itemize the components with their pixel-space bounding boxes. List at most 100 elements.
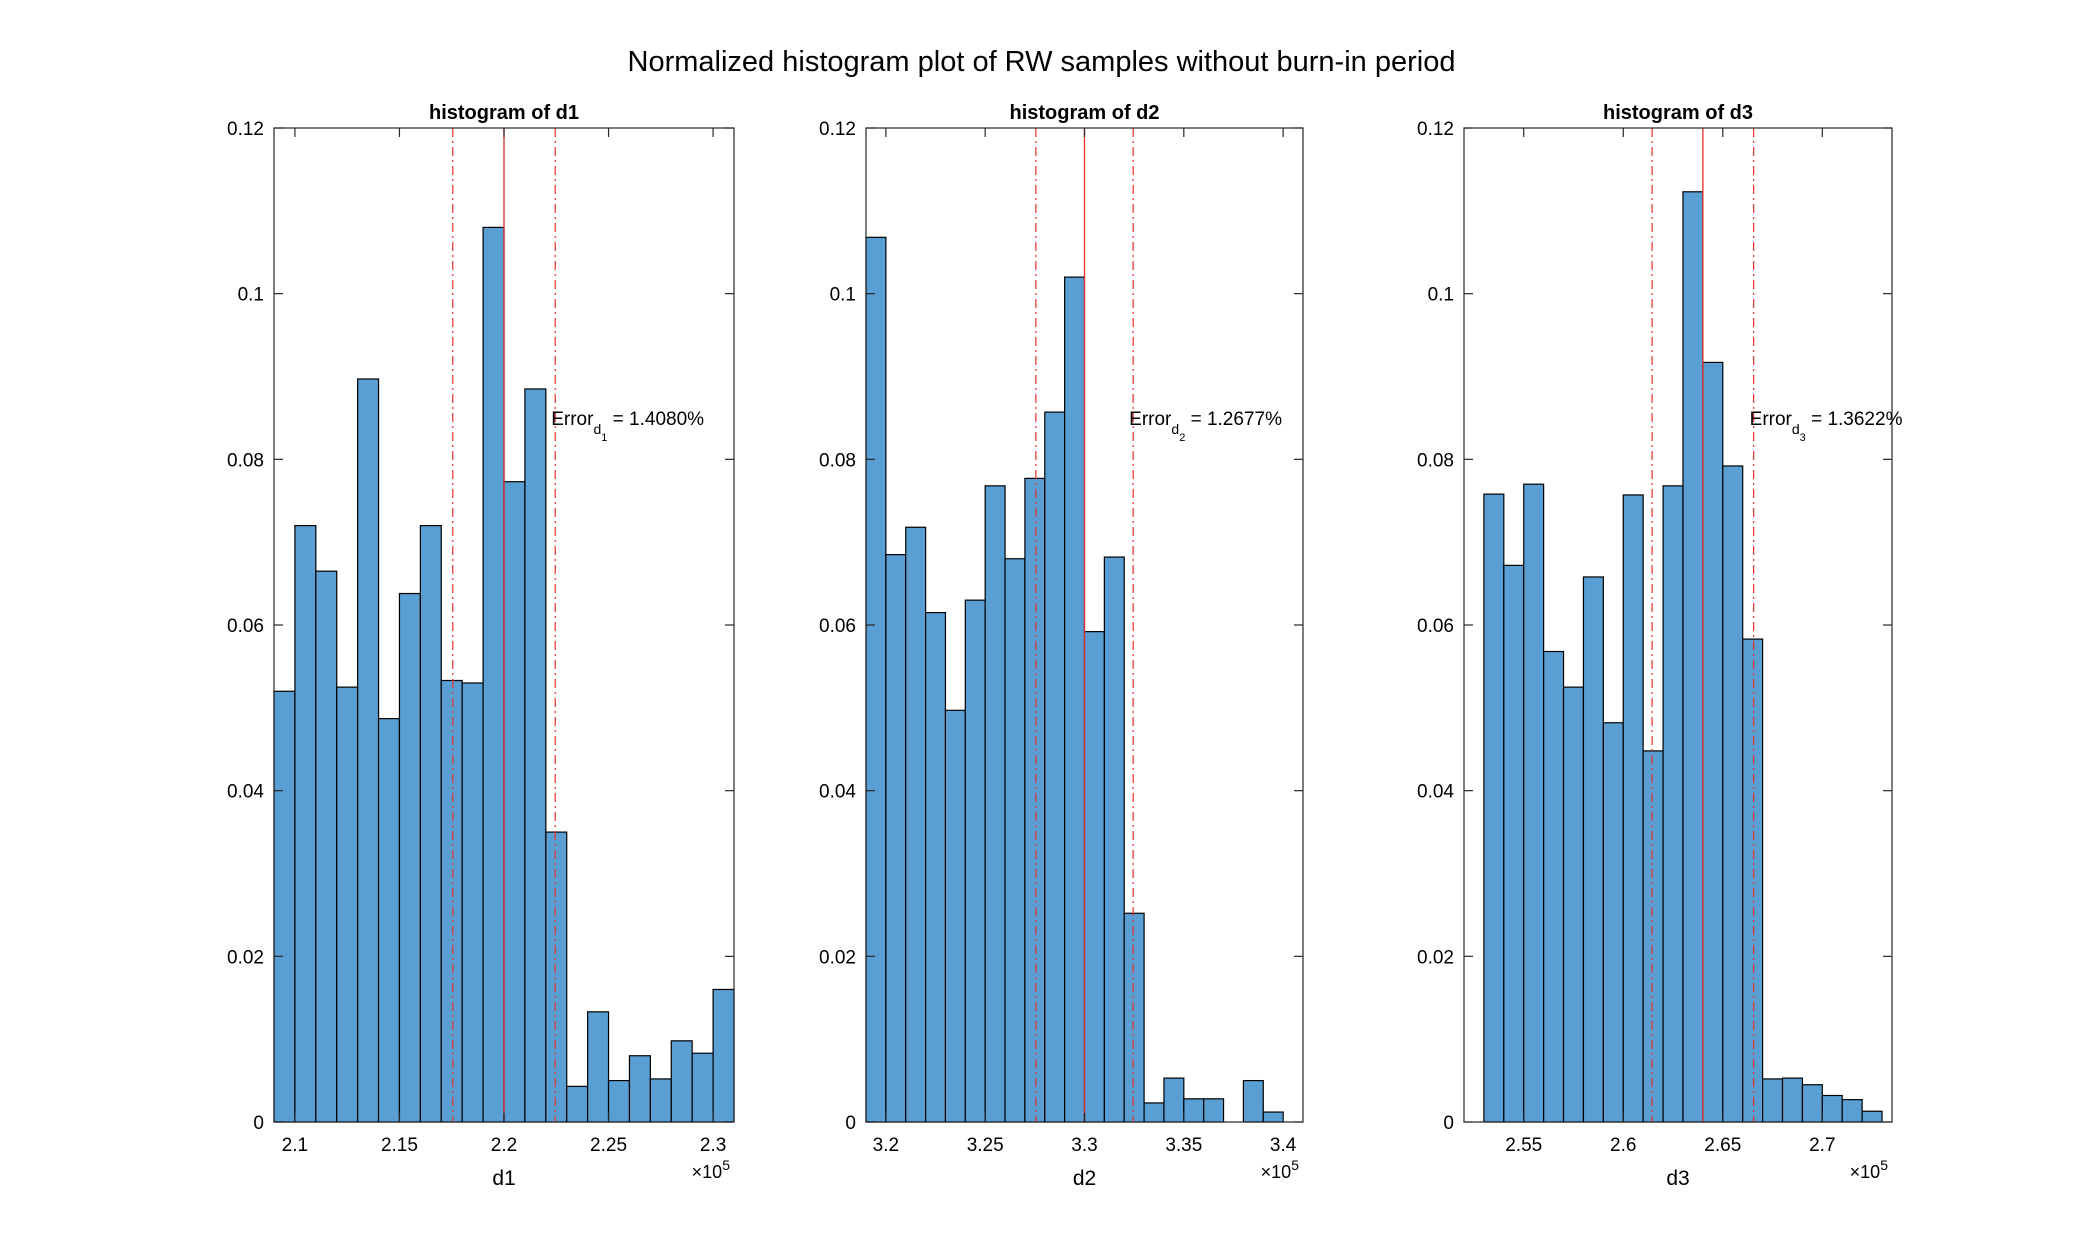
error-sub-subscript: 3 xyxy=(1800,432,1806,444)
histogram-bar xyxy=(1642,750,1664,1123)
histogram-bar xyxy=(607,1079,631,1123)
x-tick-label: 2.25 xyxy=(590,1135,627,1156)
histogram-bar xyxy=(1543,650,1565,1123)
histogram-bar xyxy=(1503,564,1525,1123)
x-tick-label: 2.7 xyxy=(1809,1135,1835,1156)
histogram-bar xyxy=(1523,483,1545,1123)
x-tick-label: 3.3 xyxy=(1071,1135,1097,1156)
x-tick-label: 3.25 xyxy=(967,1135,1004,1156)
y-tick-label: 0.02 xyxy=(819,947,856,968)
y-tick-label: 0.12 xyxy=(227,119,264,140)
histogram-bar xyxy=(1203,1098,1225,1123)
y-tick-label: 0 xyxy=(1443,1113,1454,1134)
histogram-bar xyxy=(377,718,401,1123)
y-tick-label: 0.1 xyxy=(238,285,264,306)
x-axis-label: d1 xyxy=(492,1167,515,1190)
error-label: Error xyxy=(1750,409,1793,430)
error-subscript: d xyxy=(1171,421,1179,437)
x-tick-label: 2.1 xyxy=(282,1135,308,1156)
histogram-bar xyxy=(1103,556,1125,1123)
x-tick-label: 2.55 xyxy=(1505,1135,1542,1156)
histogram-bar xyxy=(398,592,421,1123)
histogram-bar xyxy=(357,378,380,1123)
histogram-bar xyxy=(336,686,359,1123)
y-tick-label: 0.02 xyxy=(1417,947,1454,968)
x-tick-label: 2.15 xyxy=(381,1135,418,1156)
histogram-bar xyxy=(1143,1102,1165,1123)
histogram-bar xyxy=(1064,276,1086,1123)
panel-title: histogram of d2 xyxy=(1009,102,1159,124)
histogram-bar xyxy=(315,570,338,1123)
histogram-bar xyxy=(440,679,463,1123)
histogram-bar xyxy=(1762,1078,1784,1123)
histogram-panel-3: 0 0.02 0.04 0.06 0.08 0.1 0.12 2.55 2.6 2.65 2.7 hi… xyxy=(1417,102,1903,1190)
histogram-bar xyxy=(865,236,887,1123)
panel-title: histogram of d1 xyxy=(429,102,579,124)
error-annotation: Errord2 = 1.2677% xyxy=(1129,409,1282,444)
histogram-bar xyxy=(1262,1111,1284,1123)
histogram-bar xyxy=(691,1052,714,1123)
histogram-bar xyxy=(1622,494,1644,1123)
histogram-bar xyxy=(503,481,526,1123)
histogram-bar xyxy=(587,1011,610,1123)
x-tick-label: 2.6 xyxy=(1610,1135,1636,1156)
histogram-bar xyxy=(924,611,947,1123)
histogram-bar xyxy=(944,709,966,1123)
histogram-bar xyxy=(1483,493,1505,1123)
histogram-bar xyxy=(1602,722,1624,1123)
error-subscript: d xyxy=(593,421,601,437)
error-sub-subscript: 2 xyxy=(1179,432,1185,444)
histogram-bar xyxy=(1861,1110,1883,1123)
x-exponent-base: ×10 xyxy=(692,1162,723,1182)
x-exponent-base: ×10 xyxy=(1261,1162,1292,1182)
error-value: = 1.2677% xyxy=(1185,409,1282,430)
histogram-bar xyxy=(461,682,484,1123)
error-value: = 1.3622% xyxy=(1806,409,1903,430)
error-value: = 1.4080% xyxy=(607,409,704,430)
y-tick-label: 0.06 xyxy=(1417,616,1454,637)
histogram-bar xyxy=(984,485,1006,1123)
x-exponent-power: 5 xyxy=(1291,1157,1299,1173)
y-tick-label: 0.04 xyxy=(227,782,264,803)
histogram-bar xyxy=(1662,485,1684,1123)
histogram-bar xyxy=(649,1078,672,1123)
y-tick-label: 0.02 xyxy=(227,947,264,968)
histogram-bar xyxy=(628,1055,651,1123)
x-tick-label: 3.35 xyxy=(1165,1135,1202,1156)
histogram-bar xyxy=(964,599,986,1123)
y-tick-label: 0.12 xyxy=(1417,119,1454,140)
histogram-bar xyxy=(566,1085,589,1123)
error-label: Error xyxy=(1129,409,1172,430)
histogram-bar xyxy=(482,226,505,1123)
histogram-bar xyxy=(885,553,907,1123)
histogram-panel-2: 0 0.02 0.04 0.06 0.08 0.1 0.12 3.2 3.25 3.3 3.35 3.… xyxy=(819,102,1304,1190)
x-tick-label: 3.4 xyxy=(1270,1135,1297,1156)
histogram-bar xyxy=(273,690,296,1123)
histogram-bar xyxy=(1801,1084,1823,1123)
histogram-bar xyxy=(1781,1077,1804,1123)
error-annotation: Errord3 = 1.3622% xyxy=(1750,409,1903,444)
histogram-bar xyxy=(1742,638,1764,1123)
y-tick-label: 0 xyxy=(253,1113,264,1134)
histogram-bar xyxy=(419,524,442,1123)
histogram-bar xyxy=(1821,1094,1843,1123)
error-label: Error xyxy=(551,409,594,430)
x-exponent-label: ×105 xyxy=(1261,1157,1300,1182)
x-exponent-base: ×10 xyxy=(1850,1162,1881,1182)
y-tick-label: 0.04 xyxy=(1417,782,1454,803)
histogram-bar xyxy=(1123,912,1145,1123)
x-exponent-label: ×105 xyxy=(692,1157,731,1182)
figure-title: Normalized histogram plot of RW samples … xyxy=(627,46,1456,78)
histogram-bar xyxy=(1702,361,1724,1123)
histogram-bar xyxy=(905,526,927,1123)
histogram-bar xyxy=(1004,558,1026,1123)
histogram-bar xyxy=(545,831,568,1123)
y-tick-label: 0.04 xyxy=(819,782,856,803)
y-tick-label: 0.08 xyxy=(1417,450,1454,471)
x-tick-label: 2.65 xyxy=(1704,1135,1741,1156)
histogram-bar xyxy=(1183,1098,1205,1123)
histogram-bar xyxy=(1242,1079,1264,1123)
error-sub-subscript: 1 xyxy=(601,432,607,444)
histogram-bar xyxy=(712,988,735,1123)
